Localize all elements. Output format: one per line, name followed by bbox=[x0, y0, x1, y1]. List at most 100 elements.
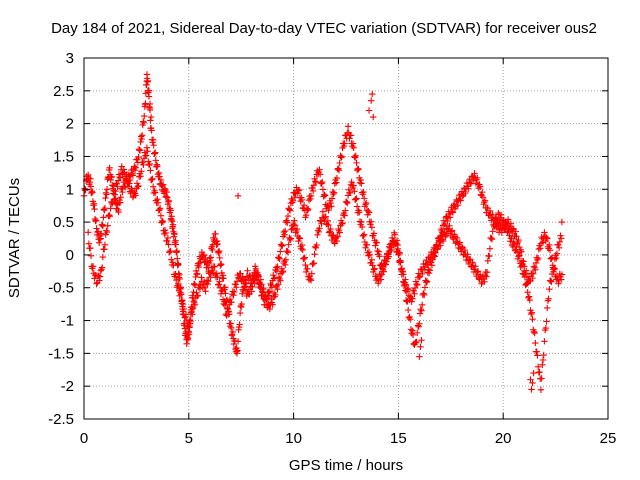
data-point bbox=[535, 245, 543, 253]
data-point bbox=[292, 229, 299, 236]
data-point bbox=[152, 157, 159, 164]
data-point bbox=[304, 265, 311, 273]
data-point bbox=[446, 214, 454, 221]
data-point bbox=[90, 200, 98, 207]
data-point bbox=[497, 225, 505, 232]
data-point bbox=[530, 270, 537, 277]
data-point bbox=[345, 186, 352, 194]
data-point bbox=[368, 224, 376, 231]
data-point bbox=[348, 178, 355, 186]
x-tick-label: 10 bbox=[285, 430, 302, 447]
data-point bbox=[555, 280, 562, 287]
data-point bbox=[323, 221, 331, 228]
x-axis-label: GPS time / hours bbox=[289, 457, 403, 474]
y-tick-label: -0.5 bbox=[48, 280, 74, 297]
data-point bbox=[143, 144, 151, 151]
data-point bbox=[138, 168, 145, 175]
data-point bbox=[191, 301, 199, 308]
data-point bbox=[279, 268, 286, 276]
data-point bbox=[334, 233, 341, 240]
data-point bbox=[472, 263, 479, 270]
data-point bbox=[255, 273, 262, 280]
data-point bbox=[363, 199, 370, 207]
data-point bbox=[404, 286, 411, 293]
data-point bbox=[152, 149, 159, 156]
data-point bbox=[538, 375, 545, 382]
data-point bbox=[381, 257, 389, 264]
data-point bbox=[185, 331, 193, 338]
data-point bbox=[279, 267, 287, 275]
data-point bbox=[557, 276, 565, 283]
data-point bbox=[234, 192, 242, 200]
data-point bbox=[190, 298, 197, 305]
data-point bbox=[249, 276, 257, 283]
data-point bbox=[142, 152, 150, 159]
data-point bbox=[122, 184, 129, 191]
data-point bbox=[101, 241, 109, 249]
data-point bbox=[551, 255, 559, 263]
data-point bbox=[296, 235, 304, 242]
data-point bbox=[262, 293, 269, 300]
data-point bbox=[236, 309, 244, 317]
data-point bbox=[464, 251, 471, 258]
data-point bbox=[87, 175, 94, 182]
y-tick-label: 2.5 bbox=[53, 83, 74, 100]
data-point bbox=[350, 182, 357, 189]
data-point bbox=[375, 248, 383, 255]
data-point bbox=[163, 237, 171, 245]
data-point bbox=[172, 271, 179, 278]
data-point bbox=[115, 208, 122, 216]
data-point bbox=[370, 113, 377, 121]
data-point bbox=[409, 295, 416, 302]
data-point bbox=[356, 209, 363, 216]
data-point bbox=[202, 288, 209, 295]
data-point bbox=[366, 251, 373, 259]
data-point bbox=[481, 199, 488, 206]
data-point bbox=[531, 329, 538, 337]
data-point bbox=[474, 174, 481, 182]
data-point bbox=[367, 97, 375, 104]
data-point bbox=[198, 274, 205, 281]
data-point bbox=[520, 267, 528, 275]
y-axis-label: SDTVAR / TECUs bbox=[6, 178, 23, 298]
data-point bbox=[240, 276, 247, 283]
data-point bbox=[297, 198, 304, 205]
data-point bbox=[196, 259, 203, 267]
data-point bbox=[488, 235, 496, 243]
data-point bbox=[474, 268, 482, 275]
data-point bbox=[489, 211, 496, 219]
data-point bbox=[254, 272, 262, 279]
data-point bbox=[357, 176, 364, 184]
data-point bbox=[193, 270, 201, 277]
data-point bbox=[543, 234, 550, 241]
data-point bbox=[418, 301, 426, 308]
data-point bbox=[162, 229, 169, 237]
data-point bbox=[112, 188, 119, 195]
data-point bbox=[534, 255, 542, 262]
data-point bbox=[316, 225, 323, 232]
data-point bbox=[307, 275, 314, 283]
data-point bbox=[508, 235, 515, 242]
data-point bbox=[239, 273, 246, 280]
data-point bbox=[358, 218, 365, 226]
data-point bbox=[281, 258, 288, 265]
data-point bbox=[304, 207, 311, 214]
data-point bbox=[420, 290, 427, 297]
data-point bbox=[365, 209, 373, 216]
data-point bbox=[147, 117, 154, 124]
data-point bbox=[154, 195, 161, 203]
data-point bbox=[298, 245, 305, 252]
data-point bbox=[555, 241, 562, 249]
data-point bbox=[546, 241, 553, 249]
data-point bbox=[388, 246, 395, 254]
data-point bbox=[442, 233, 449, 241]
data-point bbox=[355, 165, 362, 173]
data-point bbox=[327, 199, 334, 207]
data-point bbox=[276, 255, 283, 263]
data-point bbox=[277, 248, 284, 255]
data-point bbox=[295, 186, 303, 194]
y-tick-label: 0 bbox=[66, 247, 74, 264]
data-point bbox=[277, 277, 284, 284]
data-point bbox=[491, 222, 499, 229]
data-point bbox=[108, 200, 116, 208]
